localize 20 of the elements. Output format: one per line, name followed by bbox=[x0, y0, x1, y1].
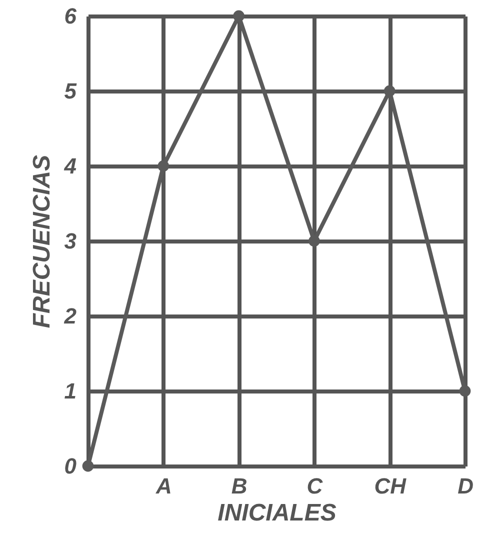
x-tick-label: C bbox=[306, 474, 324, 498]
point bbox=[459, 385, 471, 397]
y-tick-label: 4 bbox=[63, 154, 76, 178]
point bbox=[82, 460, 94, 472]
x-tick-label: A bbox=[154, 474, 172, 498]
point bbox=[308, 235, 320, 247]
x-axis-title: INICIALES bbox=[218, 500, 336, 526]
y-tick-label: 0 bbox=[64, 454, 78, 478]
x-tick-label: CH bbox=[374, 474, 408, 498]
y-tick-label: 3 bbox=[64, 228, 76, 254]
y-tick-label: 1 bbox=[64, 378, 76, 404]
y-tick-label: 6 bbox=[64, 4, 78, 28]
point bbox=[384, 85, 396, 97]
y-tick-label: 2 bbox=[63, 304, 78, 328]
y-tick-label: 5 bbox=[64, 78, 78, 104]
x-tick-label: D bbox=[458, 474, 474, 498]
y-axis-title: FRECUENCIAS bbox=[28, 154, 56, 328]
point bbox=[158, 160, 170, 172]
point bbox=[233, 10, 244, 22]
x-tick-label: B bbox=[231, 474, 248, 498]
